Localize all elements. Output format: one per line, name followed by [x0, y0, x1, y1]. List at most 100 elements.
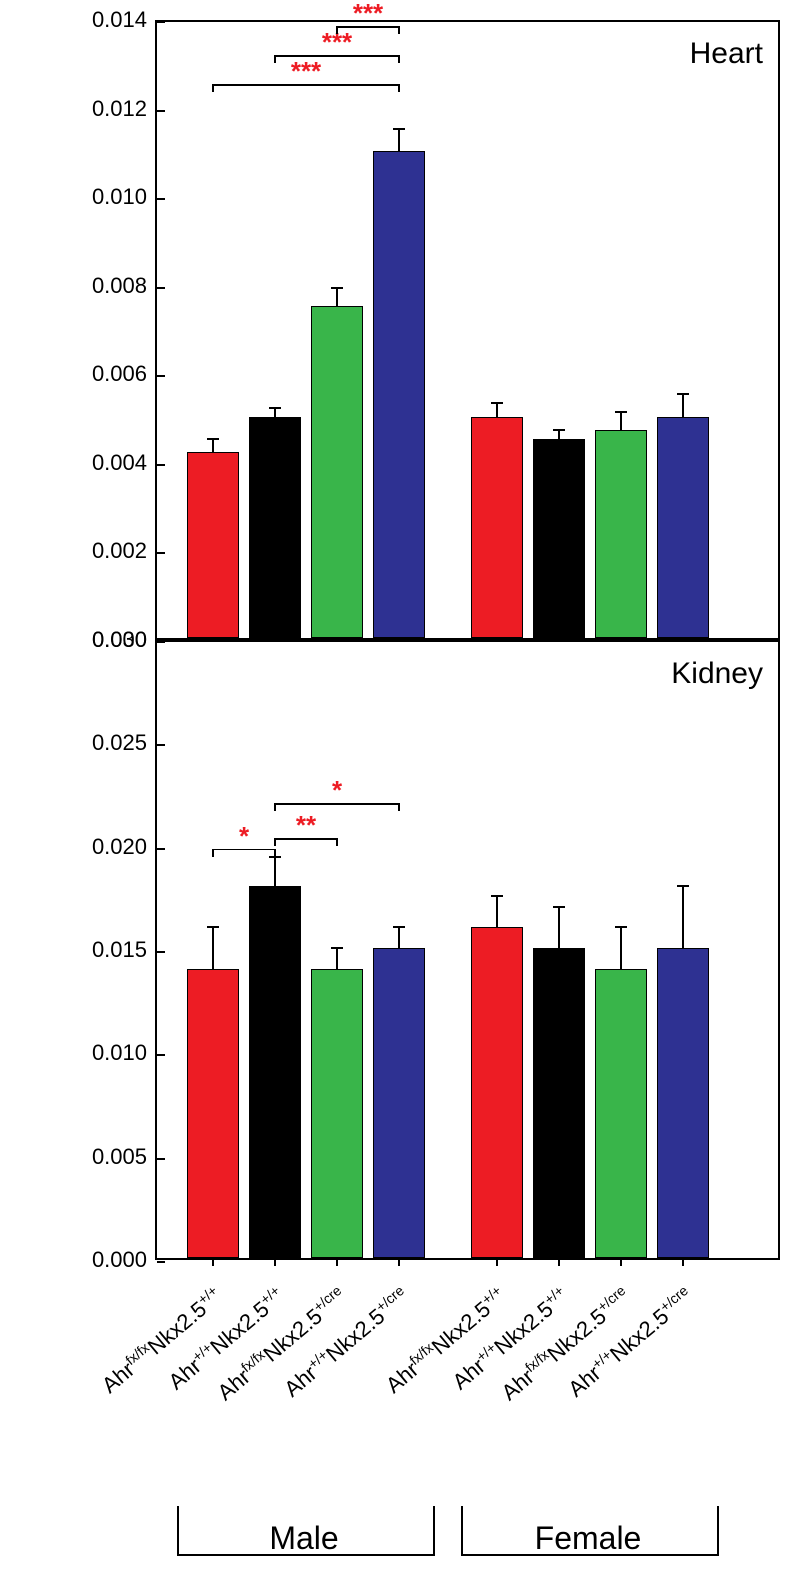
- figure-container: Organ weight (relative to bw) Heart ****…: [0, 0, 800, 1577]
- y-tick: [157, 552, 165, 554]
- y-tick: [157, 287, 165, 289]
- significance-label: ***: [353, 0, 383, 29]
- error-bar: [212, 439, 214, 452]
- significance-tick: [398, 26, 400, 34]
- bar: [311, 306, 363, 638]
- error-bar: [398, 927, 400, 948]
- y-tick-label: 0.025: [92, 730, 147, 756]
- bar: [311, 969, 363, 1258]
- bar: [657, 948, 709, 1258]
- error-bar: [212, 927, 214, 968]
- error-bar: [274, 408, 276, 417]
- error-bar: [496, 403, 498, 416]
- error-bar: [496, 896, 498, 927]
- y-tick-label: 0.014: [92, 7, 147, 33]
- error-bar: [620, 927, 622, 968]
- error-cap: [269, 407, 281, 409]
- error-cap: [615, 411, 627, 413]
- kidney-panel: Kidney ****: [155, 640, 780, 1260]
- error-cap: [331, 947, 343, 949]
- significance-label: ***: [291, 56, 321, 87]
- y-tick: [157, 110, 165, 112]
- y-tick-label: 0.012: [92, 96, 147, 122]
- error-cap: [393, 926, 405, 928]
- bar: [595, 430, 647, 638]
- kidney-panel-title: Kidney: [671, 657, 763, 691]
- bar: [249, 886, 301, 1258]
- significance-label: *: [239, 821, 249, 852]
- y-tick: [157, 1054, 165, 1056]
- bar: [187, 452, 239, 638]
- error-cap: [553, 429, 565, 431]
- error-cap: [207, 438, 219, 440]
- y-tick-label: 0.000: [92, 1247, 147, 1273]
- error-cap: [615, 926, 627, 928]
- bar: [373, 151, 425, 638]
- heart-panel-title: Heart: [690, 37, 763, 71]
- y-tick: [157, 641, 165, 643]
- significance-label: **: [296, 810, 316, 841]
- error-bar: [558, 430, 560, 439]
- y-tick: [157, 375, 165, 377]
- bar: [471, 927, 523, 1258]
- significance-tick: [398, 55, 400, 63]
- error-bar: [336, 948, 338, 969]
- error-cap: [207, 926, 219, 928]
- error-bar: [682, 886, 684, 948]
- significance-tick: [212, 84, 214, 92]
- bar: [595, 969, 647, 1258]
- error-cap: [677, 393, 689, 395]
- y-tick: [157, 848, 165, 850]
- significance-tick: [274, 838, 276, 846]
- significance-tick: [212, 849, 214, 857]
- error-bar: [274, 857, 276, 886]
- error-cap: [677, 885, 689, 887]
- error-cap: [491, 895, 503, 897]
- y-tick-label: 0.008: [92, 273, 147, 299]
- significance-label: *: [332, 775, 342, 806]
- y-tick: [157, 744, 165, 746]
- group-label: Female: [535, 1520, 642, 1557]
- y-tick-label: 0.015: [92, 937, 147, 963]
- bar: [249, 417, 301, 638]
- bar: [533, 439, 585, 638]
- y-tick: [157, 1261, 165, 1263]
- error-cap: [393, 128, 405, 130]
- heart-panel: Heart *********: [155, 20, 780, 640]
- error-cap: [553, 906, 565, 908]
- bar: [533, 948, 585, 1258]
- error-bar: [398, 129, 400, 151]
- y-tick: [157, 464, 165, 466]
- error-cap: [331, 287, 343, 289]
- error-bar: [682, 394, 684, 416]
- significance-tick: [336, 26, 338, 34]
- y-tick-label: 0.006: [92, 361, 147, 387]
- significance-tick: [274, 849, 276, 857]
- error-bar: [558, 907, 560, 948]
- y-tick-label: 0.010: [92, 1040, 147, 1066]
- error-bar: [620, 412, 622, 430]
- y-tick-label: 0.020: [92, 834, 147, 860]
- significance-tick: [398, 84, 400, 92]
- significance-tick: [398, 803, 400, 811]
- error-bar: [336, 288, 338, 306]
- bar: [471, 417, 523, 638]
- group-label: Male: [269, 1520, 338, 1557]
- y-tick-label: 0.005: [92, 1144, 147, 1170]
- y-tick: [157, 21, 165, 23]
- y-tick: [157, 951, 165, 953]
- y-tick: [157, 198, 165, 200]
- y-tick-label: 0.030: [92, 627, 147, 653]
- significance-tick: [336, 838, 338, 846]
- bar: [187, 969, 239, 1258]
- error-cap: [491, 402, 503, 404]
- x-labels-container: Ahrfx/fxNkx2.5+/+Ahr+/+Nkx2.5+/+Ahrfx/fx…: [155, 1265, 780, 1505]
- bar: [657, 417, 709, 638]
- y-tick: [157, 1158, 165, 1160]
- bar: [373, 948, 425, 1258]
- y-tick-label: 0.004: [92, 450, 147, 476]
- y-tick-label: 0.002: [92, 538, 147, 564]
- significance-tick: [274, 55, 276, 63]
- significance-tick: [274, 803, 276, 811]
- y-tick-label: 0.010: [92, 184, 147, 210]
